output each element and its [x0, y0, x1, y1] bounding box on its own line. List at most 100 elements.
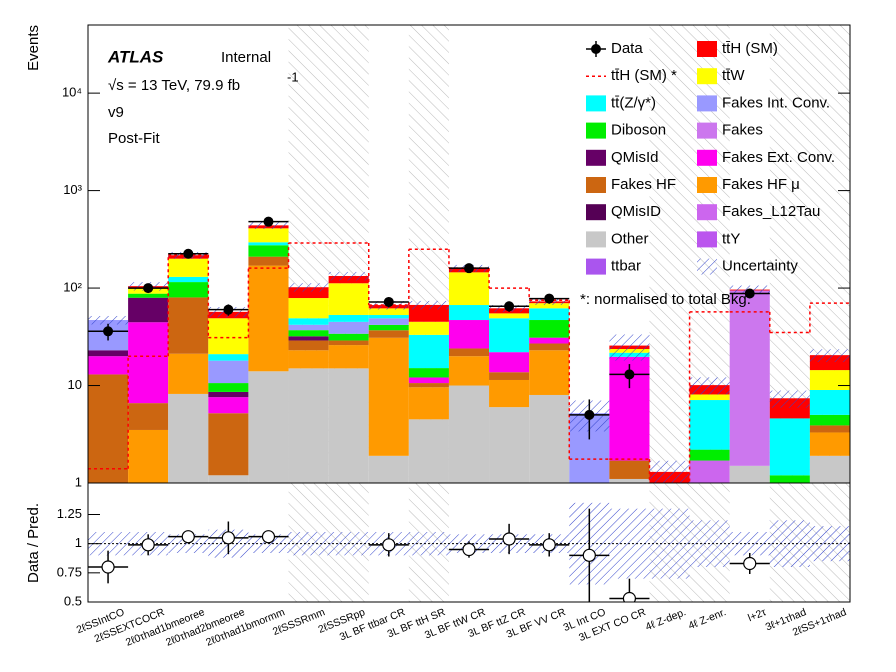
ratio-point: [141, 538, 155, 552]
ratio-y-tick-label: 1: [75, 535, 82, 550]
legend-label: tt̄H (SM): [722, 40, 778, 57]
uncertainty-band: [649, 460, 690, 483]
ratio-point: [502, 532, 516, 546]
stack-segment: [168, 258, 209, 277]
legend-label: Fakes_L12Tau: [722, 203, 820, 220]
stack-segment: [489, 407, 530, 483]
stack-segment: [128, 297, 169, 323]
stack-segment: [328, 283, 369, 315]
stack-segment: [689, 449, 730, 461]
legend-marker: [697, 122, 717, 139]
main-plot: [88, 25, 850, 483]
y-axis-label: Events: [25, 25, 42, 71]
stack-segment: [168, 393, 209, 483]
stack-segment: [288, 298, 329, 319]
stack-segment: [88, 350, 129, 357]
stack-segment: [288, 336, 329, 341]
stack-segment: [489, 372, 530, 380]
stack-segment: [288, 324, 329, 331]
stack-segment: [368, 455, 409, 483]
stack-segment: [529, 303, 570, 309]
stack-segment: [208, 475, 249, 483]
stack-segment: [248, 256, 289, 266]
legend-marker: [697, 204, 717, 221]
stack-segment: [529, 337, 570, 344]
stack-segment: [809, 432, 850, 456]
stack-segment: [328, 340, 369, 346]
ratio-point: [622, 591, 637, 602]
stack-segment: [168, 282, 209, 298]
stack-segment: [208, 391, 249, 398]
stack-segment: [368, 315, 409, 319]
stack-segment: [448, 305, 490, 321]
legend-label: QMisID: [611, 203, 661, 220]
stack-segment: [448, 272, 490, 306]
legend-marker: [586, 231, 606, 248]
data-point: [383, 296, 394, 307]
stack-segment: [609, 460, 650, 479]
stack-segment: [729, 290, 770, 466]
uncertainty-band: [769, 390, 810, 408]
stack-segment: [128, 403, 169, 430]
stack-segment: [609, 478, 650, 483]
stack-segment: [489, 313, 530, 319]
data-point: [143, 283, 154, 294]
legend-label: ttY: [722, 230, 740, 247]
data-point: [103, 326, 114, 337]
stack-segment: [408, 387, 449, 420]
ratio-y-tick-label: 1.25: [57, 506, 82, 521]
y-tick-label: 10³: [63, 182, 82, 197]
stack-segment: [689, 460, 730, 483]
stack-segment: [208, 360, 249, 384]
stack-segment: [248, 371, 289, 483]
uncertainty-band: [88, 315, 129, 325]
stack-segment: [368, 337, 409, 456]
legend-marker: [697, 149, 717, 166]
stack-segment: [248, 242, 289, 246]
legend-label: ttbar: [611, 258, 641, 275]
legend-marker: [586, 95, 606, 112]
ratio-y-tick-label: 0.75: [57, 564, 82, 579]
stack-segment: [529, 350, 570, 395]
legend-label: Fakes HF: [611, 176, 676, 193]
stack-segment: [208, 318, 249, 355]
legend-marker: [697, 231, 717, 248]
stack-segment: [168, 353, 209, 394]
x-tick-label: 4ℓ Z-enr.: [687, 606, 728, 632]
data-point: [584, 409, 595, 420]
uncertainty-band: [609, 334, 650, 361]
legend-label: Fakes Int. Conv.: [722, 94, 830, 111]
legend-label: Fakes HF μ: [722, 176, 800, 193]
data-point: [744, 288, 755, 299]
version: v9: [108, 104, 124, 121]
ratio-axis-label: Data / Pred.: [25, 503, 42, 583]
stack-segment: [368, 324, 409, 331]
legend-label: Uncertainty: [722, 258, 798, 275]
lumi-sup: -1: [287, 69, 299, 84]
stack-segment: [408, 377, 449, 384]
ratio-point: [462, 542, 476, 557]
uncertainty-band: [689, 377, 730, 395]
legend-label: Other: [611, 230, 649, 247]
stack-segment: [809, 370, 850, 390]
stack-segment: [689, 400, 730, 450]
ratio-plot: [88, 483, 850, 602]
stack-segment: [368, 318, 409, 325]
stack-segment: [328, 314, 369, 322]
x-tick-label: 4ℓ Z-dep.: [644, 606, 688, 633]
stack-segment: [168, 297, 209, 354]
legend-marker: [697, 68, 717, 85]
ratio-point: [743, 556, 757, 571]
legend-marker: [697, 177, 717, 193]
legend-marker: [586, 122, 606, 139]
legend-marker: [586, 177, 606, 193]
legend-label: Data: [611, 40, 643, 57]
stack-segment: [489, 318, 530, 353]
legend-marker: [586, 258, 606, 275]
legend-label: Fakes: [722, 122, 763, 139]
stack-segment: [489, 379, 530, 408]
stack-segment: [408, 334, 449, 369]
stack-segment: [208, 354, 249, 361]
y-tick-label: 10²: [63, 280, 82, 295]
